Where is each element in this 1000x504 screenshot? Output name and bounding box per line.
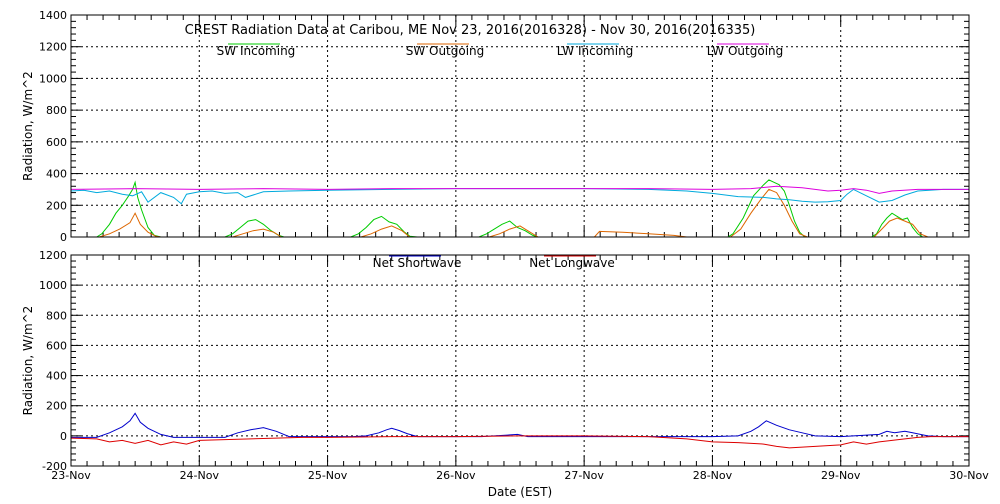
legend-label: Net Shortwave bbox=[373, 256, 462, 270]
x-tick-label: 30-Nov bbox=[949, 469, 989, 482]
chart-panel-2: -200 0 200 400 600 800 1000 1200 23-Nov 24-Nov 25-… bbox=[21, 249, 989, 499]
y-tick-label: -200 bbox=[42, 460, 67, 473]
plot-frame bbox=[70, 254, 970, 467]
x-tick-label: 23-Nov bbox=[51, 469, 91, 482]
series-line-net-shortwave bbox=[71, 412, 969, 438]
y-tick-label: 1000 bbox=[39, 279, 67, 292]
y-tick-label: 600 bbox=[46, 339, 67, 352]
y-axis-label: Radiation, W/m^2 bbox=[21, 71, 35, 181]
x-tick-label: 24-Nov bbox=[180, 469, 220, 482]
x-tick-label: 28-Nov bbox=[693, 469, 733, 482]
legend-label: SW Incoming bbox=[217, 44, 296, 58]
series-line-net-longwave bbox=[70, 435, 969, 449]
legend-label: LW Incoming bbox=[557, 44, 634, 58]
legend-label: SW Outgoing bbox=[406, 44, 485, 58]
y-tick-label: 1200 bbox=[39, 41, 67, 54]
legend-label: LW Outgoing bbox=[707, 44, 784, 58]
y-axis-label: Radiation, W/m^2 bbox=[21, 306, 35, 416]
y-tick-label: 800 bbox=[46, 309, 67, 322]
chart-panel-1: 0 200 400 600 800 1000 1200 1400 CREST Radiation… bbox=[21, 9, 970, 244]
series-line-sw-outgoing bbox=[71, 188, 969, 238]
y-tick-label: 400 bbox=[46, 370, 67, 383]
x-axis-label: Date (EST) bbox=[488, 485, 552, 499]
y-tick-label: 200 bbox=[46, 400, 67, 413]
y-tick-label: 400 bbox=[46, 168, 67, 181]
y-tick-label: 0 bbox=[60, 430, 67, 443]
y-tick-label: 200 bbox=[46, 199, 67, 212]
chart-panels: 0 200 400 600 800 1000 1200 1400 CREST Radiation… bbox=[21, 9, 989, 499]
y-tick-label: 1200 bbox=[39, 249, 67, 262]
y-tick-label: 1400 bbox=[39, 9, 67, 22]
chart-title: CREST Radiation Data at Caribou, ME Nov … bbox=[185, 23, 756, 38]
y-tick-label: 0 bbox=[60, 231, 67, 244]
y-tick-label: 800 bbox=[46, 104, 67, 117]
x-tick-label: 26-Nov bbox=[436, 469, 476, 482]
series-line-lw-outgoing bbox=[70, 185, 969, 194]
x-tick-label: 27-Nov bbox=[564, 469, 604, 482]
x-tick-label: 25-Nov bbox=[308, 469, 348, 482]
y-tick-label: 600 bbox=[46, 136, 67, 149]
legend-label: Net Longwave bbox=[529, 256, 615, 270]
plot-frame bbox=[70, 14, 970, 238]
y-tick-label: 1000 bbox=[39, 72, 67, 85]
x-tick-label: 29-Nov bbox=[821, 469, 861, 482]
